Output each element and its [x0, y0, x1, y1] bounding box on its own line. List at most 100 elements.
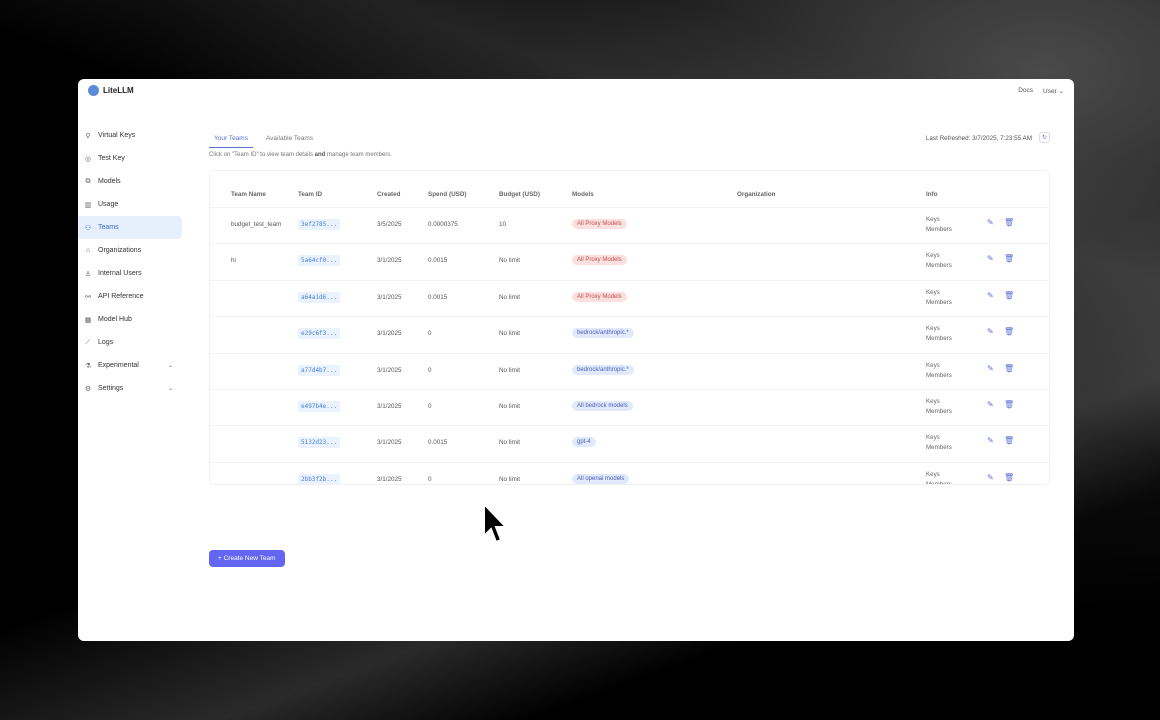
model-badge: gpt-4 [572, 437, 596, 448]
info: Keys Members [926, 397, 952, 417]
column-header[interactable]: Organization [737, 191, 776, 198]
table-row: hi 5a64cf0... 3/1/2025 0.0015 No limit A… [210, 243, 1049, 279]
trash-icon[interactable]: 🗑 [1004, 327, 1015, 337]
hint-pre: Click on "Team ID" to view team details [209, 152, 315, 158]
info-members[interactable]: Members [926, 480, 952, 485]
edit-icon[interactable]: ✎ [987, 436, 994, 446]
sidebar-item-organizations[interactable]: ⌂ Organizations [78, 239, 182, 262]
sidebar-item-experimental[interactable]: ⚗ Experimental ⌄ [78, 354, 182, 377]
info-keys[interactable]: Keys [926, 361, 940, 369]
model-badge: All Proxy Models [572, 219, 627, 229]
edit-icon[interactable]: ✎ [987, 363, 994, 373]
chevron-down-icon: ⌄ [167, 386, 173, 392]
mouse-cursor-icon [483, 502, 508, 544]
info-members[interactable]: Members [926, 371, 952, 379]
edit-icon[interactable]: ✎ [987, 290, 994, 300]
trash-icon[interactable]: 🗑 [1004, 254, 1015, 264]
info-keys[interactable]: Keys [926, 398, 940, 405]
sidebar-item-label: Model Hub [98, 316, 132, 323]
user-menu[interactable]: User ⌄ [1043, 87, 1064, 95]
team-id-link[interactable]: 5132d23... [298, 437, 341, 449]
edit-icon[interactable]: ✎ [987, 400, 994, 409]
spend: 0.0015 [428, 257, 448, 265]
info-keys[interactable]: Keys [926, 470, 940, 478]
model-badge: All bedrock models [572, 401, 633, 411]
chevron-down-icon: ⌄ [1058, 88, 1064, 95]
trash-icon[interactable]: 🗑 [1004, 218, 1015, 227]
sidebar-item-label: Logs [98, 339, 114, 346]
experiment-icon: ⚗ [84, 362, 92, 370]
sidebar-item-model-hub[interactable]: ▦ Model Hub [78, 308, 182, 331]
team-id-link[interactable]: a64a1d6... [298, 291, 341, 303]
docs-link[interactable]: Docs [1018, 87, 1033, 94]
sidebar-item-virtual-keys[interactable]: ⚲ Virtual Keys [78, 124, 182, 147]
info-keys[interactable]: Keys [926, 325, 940, 333]
trash-icon[interactable]: 🗑 [1004, 400, 1015, 409]
info-keys[interactable]: Keys [926, 434, 940, 442]
model-badge: bedrock/anthropic.* [572, 364, 634, 375]
budget: No limit [499, 366, 520, 374]
sidebar-item-internal-users[interactable]: ♙ Internal Users [78, 262, 182, 285]
trash-icon[interactable]: 🗑 [1004, 436, 1015, 446]
info-keys[interactable]: Keys [926, 252, 940, 260]
trash-icon[interactable]: 🗑 [1004, 472, 1015, 482]
tab-your-teams[interactable]: Your Teams [209, 133, 253, 148]
info-members[interactable]: Members [926, 298, 952, 306]
table-row: e497b4e... 3/1/2025 0 No limit All bedro… [210, 389, 1049, 425]
edit-icon[interactable]: ✎ [987, 254, 994, 264]
team-id-link[interactable]: 5a64cf0... [298, 255, 341, 267]
team-id-link[interactable]: a77d4b7... [298, 364, 341, 376]
trash-icon[interactable]: 🗑 [1004, 363, 1015, 373]
edit-icon[interactable]: ✎ [987, 327, 994, 337]
user-icon: ♙ [84, 270, 92, 278]
model-badge: All Proxy Models [572, 291, 627, 302]
sidebar-item-settings[interactable]: ⚙ Settings ⌄ [78, 377, 182, 400]
info: Keys Members [926, 433, 952, 453]
info-members[interactable]: Members [926, 335, 952, 343]
sidebar-item-label: Settings [98, 385, 124, 392]
created-date: 3/1/2025 [377, 330, 402, 338]
team-id-link[interactable]: 2bb3f2b... [298, 473, 341, 484]
info-keys[interactable]: Keys [926, 288, 940, 296]
app-window: LiteLLM Docs User ⌄ ⚲ Virtual Keys ◎ Test Ke… [78, 79, 1074, 641]
column-header[interactable]: Created [377, 191, 401, 198]
sidebar-item-label: Models [98, 178, 121, 185]
info-members[interactable]: Members [926, 226, 952, 233]
sidebar-item-logs[interactable]: ⟋ Logs [78, 331, 182, 354]
team-id-link[interactable]: e29c6f3... [298, 328, 341, 340]
sidebar-item-teams[interactable]: ⚇ Teams [78, 216, 182, 239]
column-header[interactable]: Team Name [231, 191, 266, 198]
info-members[interactable]: Members [926, 408, 952, 415]
table-row: 5132d23... 3/1/2025 0.0015 No limit gpt-… [210, 425, 1049, 461]
column-header[interactable]: Models [572, 191, 594, 198]
table-row: 2bb3f2b... 3/1/2025 0 No limit All opena… [210, 461, 1049, 485]
spend: 0.0015 [428, 439, 448, 447]
refresh-icon: ↻ [1041, 135, 1048, 141]
top-bar: LiteLLM Docs User ⌄ [78, 79, 1074, 103]
logo[interactable]: LiteLLM [88, 85, 134, 96]
tab-available-teams[interactable]: Available Teams [265, 135, 314, 142]
logo-icon [88, 85, 99, 96]
column-header[interactable]: Spend (USD) [428, 191, 467, 198]
info-keys[interactable]: Keys [926, 216, 940, 223]
sidebar-item-models[interactable]: ⧉ Models [78, 170, 182, 193]
sidebar-item-test-key[interactable]: ◎ Test Key [78, 147, 182, 170]
column-header[interactable]: Team ID [298, 191, 323, 198]
edit-icon[interactable]: ✎ [987, 472, 994, 482]
sidebar-item-api-reference[interactable]: ⚯ API Reference [78, 285, 182, 308]
sidebar-item-usage[interactable]: ▥ Usage [78, 193, 182, 216]
refresh-button[interactable]: ↻ [1039, 132, 1050, 143]
info-members[interactable]: Members [926, 444, 952, 452]
team-id-link[interactable]: 3ef2785... [298, 219, 341, 230]
column-header[interactable]: Budget (USD) [499, 191, 540, 198]
info-members[interactable]: Members [926, 262, 952, 270]
created-date: 3/1/2025 [377, 257, 402, 265]
column-header[interactable]: Info [926, 191, 938, 198]
team-id-link[interactable]: e497b4e... [298, 401, 341, 412]
spend: 0.0015 [428, 293, 448, 301]
info: Keys Members [926, 215, 952, 235]
edit-icon[interactable]: ✎ [987, 218, 994, 227]
trash-icon[interactable]: 🗑 [1004, 290, 1015, 300]
create-new-team-button[interactable]: + Create New Team [209, 550, 285, 567]
api-icon: ⚯ [85, 293, 91, 301]
